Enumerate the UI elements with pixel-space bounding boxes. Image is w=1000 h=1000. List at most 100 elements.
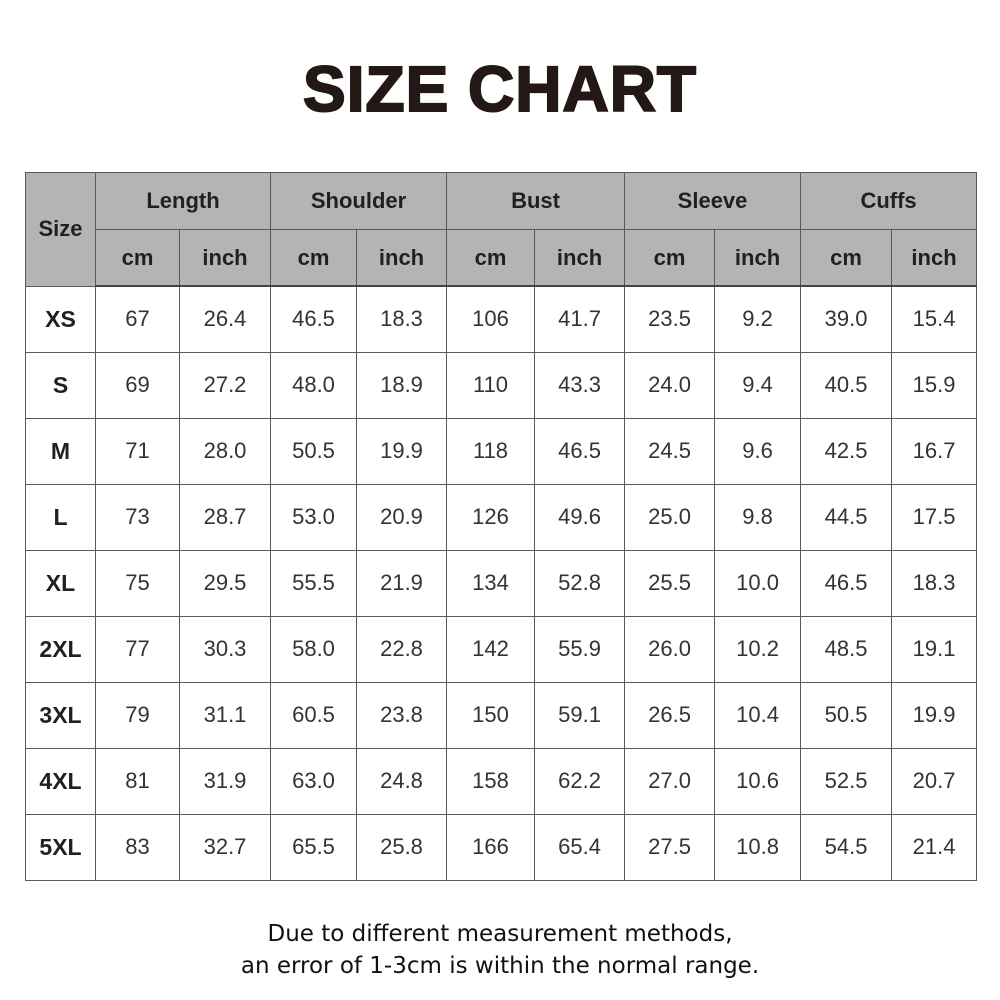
- measurement-cell: 10.2: [714, 615, 802, 683]
- measurement-cell: 49.6: [534, 483, 626, 551]
- measurement-cell: 27.5: [624, 813, 716, 881]
- measurement-cell: 55.9: [534, 615, 626, 683]
- measurement-cell: 46.5: [270, 285, 358, 353]
- measurement-cell: 15.9: [891, 351, 978, 419]
- measurement-note: Due to different measurement methods, an…: [0, 918, 1000, 982]
- measurement-cell: 10.6: [714, 747, 802, 815]
- measurement-cell: 17.5: [891, 483, 978, 551]
- table-row: 3XL 79 31.1 60.5 23.8 150 59.1 26.5 10.4 50.5 19.9: [25, 681, 978, 749]
- size-label: L: [25, 483, 96, 551]
- size-label: 4XL: [25, 747, 96, 815]
- unit-header-cm: cm: [446, 229, 536, 287]
- measurement-cell: 67: [95, 285, 180, 353]
- measurement-cell: 32.7: [178, 813, 272, 881]
- measurement-cell: 55.5: [270, 549, 358, 617]
- measurement-cell: 59.1: [534, 681, 626, 749]
- unit-header-cm: cm: [624, 229, 716, 287]
- measurement-cell: 15.4: [891, 285, 978, 353]
- measurement-cell: 60.5: [270, 681, 358, 749]
- measurement-cell: 126: [446, 483, 536, 551]
- measurement-cell: 69: [95, 351, 180, 419]
- size-label: XL: [25, 549, 96, 617]
- measurement-cell: 10.8: [714, 813, 802, 881]
- measurement-cell: 10.4: [714, 681, 802, 749]
- measurement-cell: 63.0: [270, 747, 358, 815]
- measurement-cell: 110: [446, 351, 536, 419]
- measurement-cell: 28.0: [178, 417, 272, 485]
- measurement-cell: 52.5: [800, 747, 893, 815]
- measurement-cell: 25.0: [624, 483, 716, 551]
- measurement-cell: 65.5: [270, 813, 358, 881]
- measurement-cell: 50.5: [270, 417, 358, 485]
- measurement-cell: 23.8: [356, 681, 448, 749]
- unit-header-inch: inch: [534, 229, 626, 287]
- size-label: S: [25, 351, 96, 419]
- measurement-cell: 26.4: [178, 285, 272, 353]
- measurement-cell: 26.0: [624, 615, 716, 683]
- measurement-cell: 24.5: [624, 417, 716, 485]
- table-row: 2XL 77 30.3 58.0 22.8 142 55.9 26.0 10.2 48.5 19.1: [25, 615, 978, 683]
- measurement-cell: 46.5: [800, 549, 893, 617]
- table-row: XL 75 29.5 55.5 21.9 134 52.8 25.5 10.0 46.5 18.3: [25, 549, 978, 617]
- size-label: M: [25, 417, 96, 485]
- unit-header-inch: inch: [891, 229, 978, 287]
- measurement-cell: 18.3: [356, 285, 448, 353]
- size-column-header: Size: [25, 172, 96, 287]
- measurement-cell: 18.3: [891, 549, 978, 617]
- measurement-cell: 48.5: [800, 615, 893, 683]
- size-label: 2XL: [25, 615, 96, 683]
- measurement-cell: 29.5: [178, 549, 272, 617]
- size-chart-table: Size Length Shoulder Bust Sleeve Cuffs cm inc…: [25, 172, 978, 881]
- measurement-cell: 26.5: [624, 681, 716, 749]
- measurement-cell: 166: [446, 813, 536, 881]
- measurement-cell: 52.8: [534, 549, 626, 617]
- measurement-cell: 27.0: [624, 747, 716, 815]
- measurement-cell: 118: [446, 417, 536, 485]
- measurement-cell: 24.0: [624, 351, 716, 419]
- measurement-cell: 20.7: [891, 747, 978, 815]
- group-header-length: Length: [94, 172, 272, 230]
- measurement-cell: 73: [95, 483, 180, 551]
- measurement-cell: 9.8: [714, 483, 802, 551]
- measurement-cell: 22.8: [356, 615, 448, 683]
- measurement-cell: 9.4: [714, 351, 802, 419]
- unit-header-cm: cm: [95, 229, 180, 287]
- unit-header-cm: cm: [270, 229, 358, 287]
- group-header-shoulder: Shoulder: [270, 172, 448, 230]
- measurement-cell: 42.5: [800, 417, 893, 485]
- measurement-cell: 18.9: [356, 351, 448, 419]
- measurement-cell: 21.9: [356, 549, 448, 617]
- measurement-cell: 25.8: [356, 813, 448, 881]
- measurement-cell: 77: [95, 615, 180, 683]
- measurement-cell: 46.5: [534, 417, 626, 485]
- measurement-cell: 62.2: [534, 747, 626, 815]
- page-title: SIZE CHART: [302, 52, 697, 126]
- unit-header-cm: cm: [800, 229, 893, 287]
- table-row: M 71 28.0 50.5 19.9 118 46.5 24.5 9.6 42.5 16.7: [25, 417, 978, 485]
- measurement-cell: 21.4: [891, 813, 978, 881]
- measurement-cell: 40.5: [800, 351, 893, 419]
- measurement-cell: 19.9: [356, 417, 448, 485]
- measurement-cell: 83: [95, 813, 180, 881]
- measurement-cell: 43.3: [534, 351, 626, 419]
- measurement-cell: 106: [446, 285, 536, 353]
- measurement-cell: 16.7: [891, 417, 978, 485]
- group-header-cuffs: Cuffs: [800, 172, 978, 230]
- measurement-cell: 27.2: [178, 351, 272, 419]
- unit-header-inch: inch: [356, 229, 448, 287]
- measurement-cell: 81: [95, 747, 180, 815]
- unit-header-inch: inch: [178, 229, 272, 287]
- measurement-cell: 25.5: [624, 549, 716, 617]
- table-row: 5XL 83 32.7 65.5 25.8 166 65.4 27.5 10.8 54.5 21.4: [25, 813, 978, 881]
- measurement-cell: 48.0: [270, 351, 358, 419]
- table-row: XS 67 26.4 46.5 18.3 106 41.7 23.5 9.2 39.0 15.4: [25, 285, 978, 353]
- note-line-2: an error of 1-3cm is within the normal r…: [240, 953, 760, 979]
- measurement-cell: 31.1: [178, 681, 272, 749]
- note-line-1: Due to different measurement methods,: [267, 921, 733, 947]
- measurement-cell: 28.7: [178, 483, 272, 551]
- measurement-cell: 50.5: [800, 681, 893, 749]
- measurement-cell: 58.0: [270, 615, 358, 683]
- size-label: XS: [25, 285, 96, 353]
- size-label: 5XL: [25, 813, 96, 881]
- measurement-cell: 79: [95, 681, 180, 749]
